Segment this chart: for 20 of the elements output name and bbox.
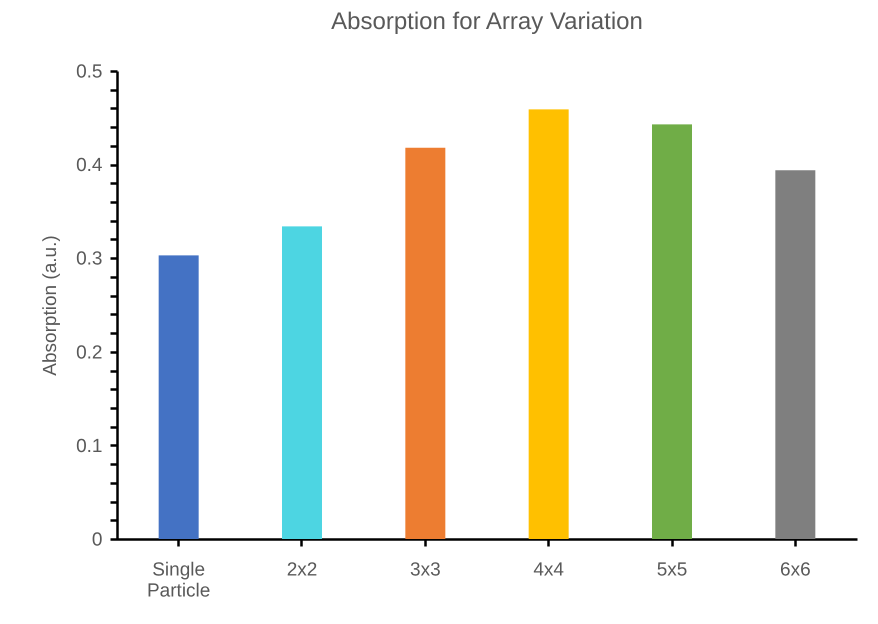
chart-title: Absorption for Array Variation	[331, 8, 643, 35]
y-tick-label: 0.2	[76, 342, 102, 364]
y-tick-label: 0.3	[76, 248, 102, 270]
y-tick-label: 0.1	[76, 436, 102, 457]
bar	[652, 124, 692, 539]
y-axis-title: Absorption (a.u.)	[40, 235, 62, 376]
bar	[775, 170, 816, 539]
x-tick-label: 6x6	[780, 560, 811, 580]
bar	[282, 226, 322, 539]
x-tick-label: 2x2	[286, 560, 318, 580]
y-tick-label: 0	[92, 530, 102, 550]
y-tick-label: 0.4	[76, 155, 103, 176]
x-tick-label: Single Particle	[146, 560, 210, 602]
x-tick-label: 4x4	[533, 560, 564, 580]
bar	[405, 148, 446, 539]
y-tick-label: 0.5	[76, 62, 102, 82]
bar	[158, 255, 199, 539]
bar	[528, 109, 569, 539]
x-tick-label: 3x3	[410, 560, 441, 580]
x-tick-label: 5x5	[656, 560, 688, 580]
